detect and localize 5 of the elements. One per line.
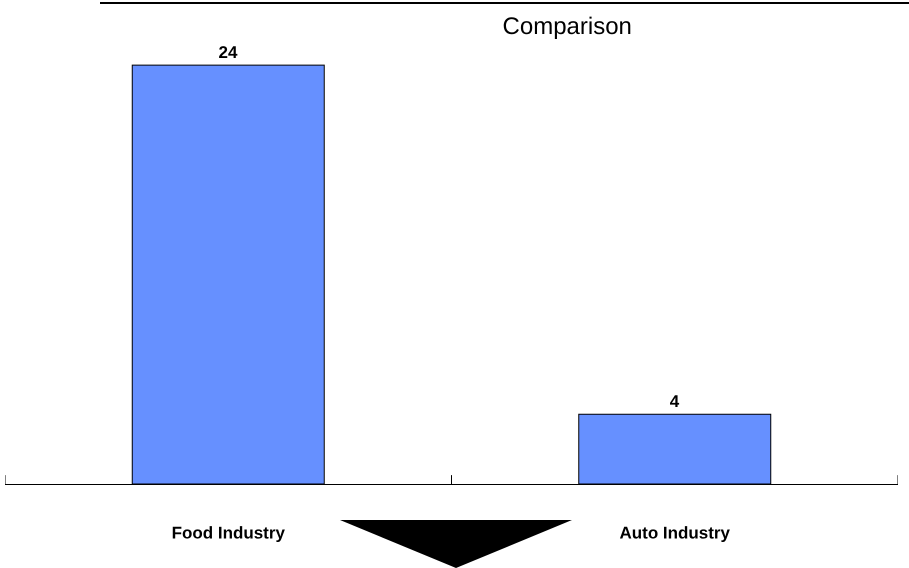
data-label: 24	[218, 43, 238, 62]
x-tick-label: Auto Industry	[620, 523, 731, 542]
x-tick-label: Food Industry	[172, 523, 286, 542]
chart-title: Comparison	[502, 12, 632, 40]
data-label: 4	[670, 392, 680, 412]
